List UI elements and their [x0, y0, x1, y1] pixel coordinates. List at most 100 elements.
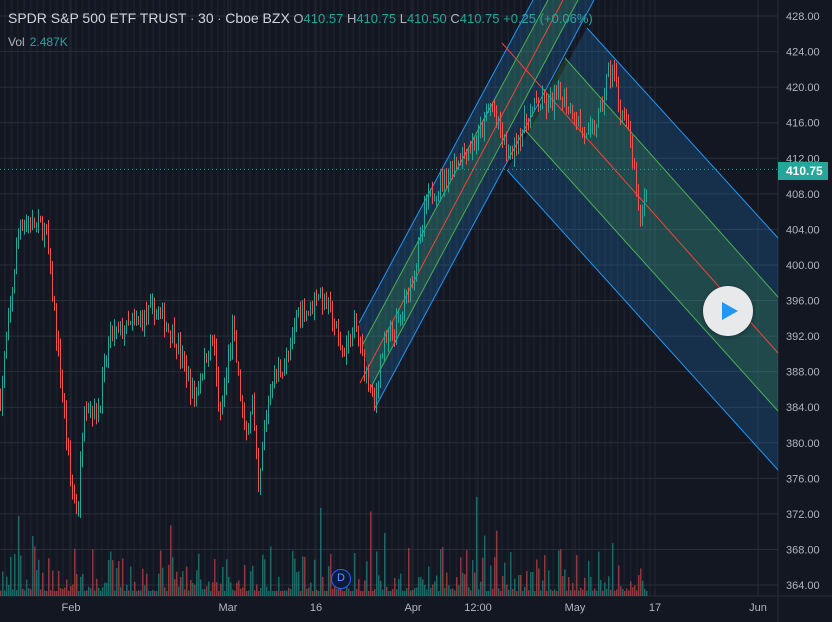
- volume-bar: [546, 590, 548, 596]
- low-label: L: [399, 11, 407, 26]
- volume-bar: [388, 590, 390, 596]
- descending-upper-line[interactable]: [586, 27, 779, 239]
- session-stripe: [578, 0, 581, 596]
- volume-bar: [424, 584, 426, 596]
- volume-bar: [358, 579, 360, 596]
- volume-bar: [286, 590, 288, 596]
- volume-bar: [204, 589, 206, 596]
- session-stripe: [603, 0, 606, 596]
- exchange: Cboe BZX: [225, 10, 290, 26]
- volume-bar: [626, 588, 628, 596]
- volume-bar: [64, 587, 66, 596]
- volume-bar: [70, 585, 72, 596]
- volume-bar: [140, 590, 142, 596]
- volume-bar: [372, 590, 374, 596]
- ascending-median-line[interactable]: [359, 0, 564, 384]
- y-tick-label: 400.00: [786, 260, 820, 272]
- volume-bar: [326, 590, 328, 596]
- volume-bar: [182, 571, 184, 596]
- volume-bar: [454, 590, 456, 596]
- volume-bar: [430, 587, 432, 596]
- descending-upper-inner-line[interactable]: [564, 57, 779, 298]
- y-tick-label: 376.00: [786, 473, 820, 485]
- volume-bar: [644, 589, 646, 596]
- volume-bar: [510, 552, 512, 596]
- volume-bar: [42, 572, 44, 596]
- volume-bar: [414, 587, 416, 596]
- volume-bar: [38, 559, 40, 596]
- volume-bar: [618, 565, 620, 596]
- volume-bar: [50, 590, 52, 596]
- volume-bar: [392, 589, 394, 596]
- volume-bar: [270, 546, 272, 596]
- session-stripe: [584, 0, 587, 596]
- volume-bar: [110, 551, 112, 596]
- volume-bar: [68, 590, 70, 596]
- volume-bar: [310, 582, 312, 596]
- ascending-upper-line[interactable]: [358, 0, 534, 324]
- volume-bar: [194, 584, 196, 596]
- volume-bar: [32, 536, 34, 596]
- session-stripe: [236, 0, 239, 596]
- session-stripe: [68, 0, 71, 596]
- replay-play-button[interactable]: [703, 286, 753, 336]
- session-stripe: [171, 0, 174, 596]
- volume-bar: [646, 590, 648, 596]
- session-stripe: [352, 0, 355, 596]
- volume-bar: [468, 587, 470, 596]
- session-stripe: [410, 0, 413, 596]
- descending-lower-line[interactable]: [506, 169, 779, 471]
- volume-bar: [484, 535, 486, 596]
- descending-lower-inner-line[interactable]: [524, 129, 779, 412]
- volume-bar: [490, 565, 492, 596]
- volume-bar: [176, 571, 178, 596]
- volume-bar: [508, 589, 510, 596]
- volume-bar: [96, 578, 98, 596]
- volume-bar: [384, 533, 386, 596]
- y-tick-label: 372.00: [786, 509, 820, 521]
- ascending-lower-inner-line[interactable]: [370, 0, 579, 388]
- volume-bar: [620, 586, 622, 596]
- volume-bar: [410, 590, 412, 596]
- volume-bar: [306, 588, 308, 596]
- volume-bar: [90, 588, 92, 596]
- volume-bar: [178, 586, 180, 596]
- volume-bar: [66, 579, 68, 596]
- volume-bar: [534, 590, 536, 596]
- volume-value: 2.487K: [29, 35, 68, 49]
- volume-bar: [180, 576, 182, 596]
- volume-bar: [122, 558, 124, 596]
- volume-bar: [628, 590, 630, 596]
- volume-bar: [320, 507, 322, 596]
- volume-bar: [462, 573, 464, 596]
- volume-bar: [78, 590, 80, 596]
- session-stripe: [616, 0, 619, 596]
- session-stripe: [94, 0, 97, 596]
- ascending-lower-line[interactable]: [374, 0, 595, 409]
- session-stripe: [16, 0, 19, 596]
- ascending-upper-inner-line[interactable]: [362, 0, 549, 345]
- volume-bar: [284, 590, 286, 596]
- volume-bar: [230, 582, 232, 596]
- volume-bar: [590, 576, 592, 596]
- volume-bar: [28, 588, 30, 596]
- volume-bar: [630, 581, 632, 596]
- volume-bar: [208, 581, 210, 596]
- volume-bar: [82, 573, 84, 596]
- volume-bar: [216, 582, 218, 596]
- session-stripe: [152, 0, 155, 596]
- volume-bar: [458, 585, 460, 596]
- volume-bar: [568, 576, 570, 596]
- volume-bar: [586, 590, 588, 596]
- volume-bar: [250, 571, 252, 596]
- volume-bar: [530, 572, 532, 596]
- volume-bar: [16, 590, 18, 596]
- symbol-title[interactable]: SPDR S&P 500 ETF TRUST: [8, 10, 187, 26]
- volume-bar: [582, 589, 584, 596]
- volume-bar: [138, 590, 140, 596]
- session-stripe: [365, 0, 368, 596]
- dividend-marker[interactable]: D: [331, 569, 351, 589]
- y-tick-label: 424.00: [786, 47, 820, 59]
- volume-bar: [390, 590, 392, 596]
- volume-bar: [210, 590, 212, 596]
